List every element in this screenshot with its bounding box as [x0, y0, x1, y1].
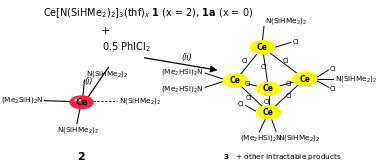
- Text: Cl: Cl: [238, 101, 244, 107]
- Ellipse shape: [75, 99, 81, 101]
- Text: (Me$_2$HSi)$_2$N: (Me$_2$HSi)$_2$N: [240, 133, 282, 143]
- Circle shape: [223, 74, 247, 87]
- Text: Ce: Ce: [257, 43, 268, 52]
- Text: Cl: Cl: [285, 81, 291, 87]
- Text: Ce: Ce: [263, 85, 274, 94]
- Text: Cl: Cl: [293, 38, 299, 45]
- Text: Cl: Cl: [261, 64, 268, 70]
- Text: $\bf{2}$: $\bf{2}$: [77, 150, 86, 162]
- Text: Cl: Cl: [245, 81, 251, 87]
- Text: Cl: Cl: [330, 86, 336, 92]
- Text: Ce[N(SiHMe$_2$)$_2$]$_3$(thf)$_x$ $\bf{1}$ (x = 2), $\bf{1a}$ (x = 0): Ce[N(SiHMe$_2$)$_2$]$_3$(thf)$_x$ $\bf{1…: [43, 6, 253, 19]
- Text: +: +: [101, 26, 110, 36]
- Circle shape: [70, 96, 93, 109]
- Text: Ce: Ce: [75, 98, 88, 107]
- Text: N(SiHMe$_2$)$_2$: N(SiHMe$_2$)$_2$: [335, 74, 377, 84]
- Text: N(SiHMe$_2$)$_2$: N(SiHMe$_2$)$_2$: [86, 69, 128, 79]
- Circle shape: [293, 72, 317, 86]
- Text: N(SiHMe$_2$)$_2$: N(SiHMe$_2$)$_2$: [265, 16, 308, 26]
- Text: (Me$_2$HSi)$_2$N: (Me$_2$HSi)$_2$N: [161, 67, 204, 77]
- Circle shape: [256, 82, 280, 96]
- Text: Cl: Cl: [286, 94, 292, 99]
- Text: (i): (i): [84, 77, 93, 86]
- Text: $\bf{3}$   + other intractable products: $\bf{3}$ + other intractable products: [223, 152, 342, 162]
- Text: Cl: Cl: [330, 66, 336, 72]
- Circle shape: [250, 41, 274, 54]
- Circle shape: [256, 106, 280, 119]
- Text: Ce: Ce: [263, 108, 274, 117]
- Text: N(SiHMe$_2$)$_2$: N(SiHMe$_2$)$_2$: [277, 133, 320, 143]
- Text: (Me$_2$SiH)$_2$N: (Me$_2$SiH)$_2$N: [1, 95, 43, 105]
- Text: Cl: Cl: [282, 58, 288, 64]
- Text: N(SiHMe$_2$)$_2$: N(SiHMe$_2$)$_2$: [119, 96, 161, 107]
- Text: Cl: Cl: [245, 95, 252, 101]
- Text: N(SiHMe$_2$)$_2$: N(SiHMe$_2$)$_2$: [57, 125, 99, 135]
- Text: 0.5 PhICl$_2$: 0.5 PhICl$_2$: [102, 40, 151, 54]
- Text: Ce: Ce: [230, 76, 241, 85]
- Text: Cl: Cl: [241, 58, 248, 64]
- Text: Ce: Ce: [299, 74, 310, 83]
- Text: (ii): (ii): [181, 53, 192, 62]
- Text: Cl: Cl: [264, 99, 271, 105]
- Text: (Me$_2$HSi)$_2$N: (Me$_2$HSi)$_2$N: [161, 84, 204, 94]
